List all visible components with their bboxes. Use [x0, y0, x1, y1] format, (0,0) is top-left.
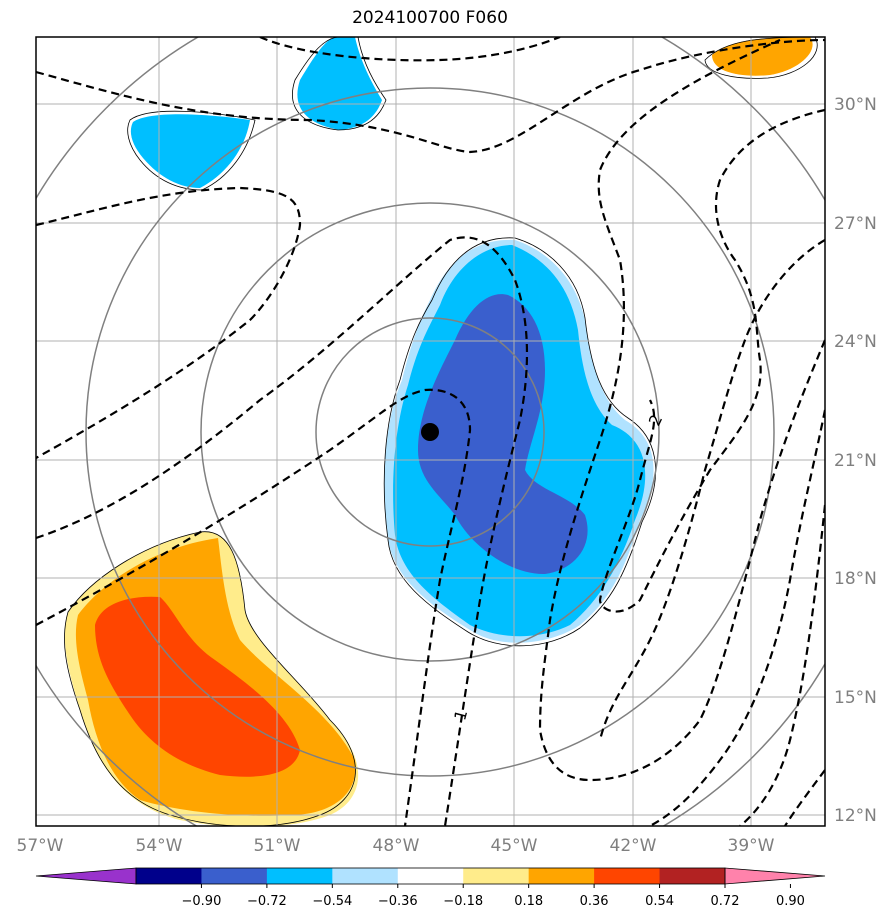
- colorbar-segment: [594, 868, 661, 884]
- lon-label: 48°W: [373, 836, 420, 856]
- lat-label: 24°N: [834, 332, 877, 352]
- negative-anomaly-nw: [130, 114, 250, 188]
- colorbar-segment: [659, 868, 726, 884]
- colorbar-frame: [135, 867, 726, 885]
- lat-label: 27°N: [834, 214, 877, 234]
- colorbar-segment: [136, 868, 202, 884]
- colorbar-segment: [332, 868, 399, 884]
- colorbar-extend-high: [724, 867, 826, 885]
- colorbar-segment: [463, 868, 530, 884]
- longitude-labels: 57°W 54°W 51°W 48°W 45°W 42°W 39°W: [17, 836, 775, 856]
- lon-label: 42°W: [610, 836, 657, 856]
- lon-label: 57°W: [17, 836, 64, 856]
- lon-label: 54°W: [136, 836, 183, 856]
- dashed-contours: [36, 37, 825, 826]
- lon-label: 39°W: [728, 836, 775, 856]
- colorbar-tick-label: −0.90: [182, 894, 222, 909]
- contour-label-1: 1: [450, 708, 471, 723]
- colorbar-tick-label: 0.54: [645, 894, 674, 909]
- colorbar-tick-label: −0.54: [312, 894, 352, 909]
- range-rings: [36, 37, 825, 826]
- colorbar-tick-label: 0.72: [711, 894, 740, 909]
- map-frame: [35, 36, 826, 827]
- lon-label: 51°W: [254, 836, 301, 856]
- colorbar-tick-label: −0.18: [443, 894, 483, 909]
- lat-label: 12°N: [834, 806, 877, 826]
- map-title: 2024100700 F060: [352, 8, 508, 28]
- colorbar-tick-label: 0.18: [514, 894, 543, 909]
- colorbar-tick-label: 0.36: [580, 894, 609, 909]
- colorbar: −0.90 −0.72 −0.54 −0.36 −0.18 0.18 0.36 0.54 0.7…: [35, 867, 826, 909]
- negative-anomaly-core: [418, 294, 588, 575]
- lat-label: 18°N: [834, 569, 877, 589]
- lat-label: 15°N: [834, 688, 877, 708]
- colorbar-tick-label: −0.36: [378, 894, 418, 909]
- graticule: [36, 37, 825, 826]
- colorbar-segment: [528, 868, 595, 884]
- colorbar-extend-low: [35, 867, 137, 885]
- positive-anomaly-core: [95, 596, 300, 777]
- colorbar-tick-label: 0.90: [776, 894, 805, 909]
- contour-label-2: 2: [645, 411, 667, 428]
- colorbar-tick-label: −0.72: [247, 894, 287, 909]
- map-plot-area: 1 2: [36, 37, 825, 826]
- colorbar-segment: [397, 868, 464, 884]
- lon-label: 45°W: [491, 836, 538, 856]
- lat-label: 30°N: [834, 95, 877, 115]
- lat-label: 21°N: [834, 451, 877, 471]
- latitude-labels: 30°N 27°N 24°N 21°N 18°N 15°N 12°N: [834, 95, 877, 826]
- storm-center-dot: [421, 423, 439, 441]
- colorbar-segment: [266, 868, 333, 884]
- colorbar-segment: [201, 868, 268, 884]
